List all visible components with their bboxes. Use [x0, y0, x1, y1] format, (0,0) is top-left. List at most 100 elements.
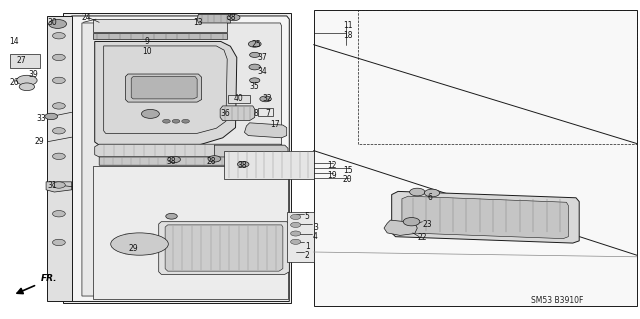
Text: 4: 4	[313, 232, 318, 241]
Polygon shape	[287, 212, 314, 262]
Polygon shape	[314, 10, 637, 306]
Text: 36: 36	[220, 109, 230, 118]
Text: 38: 38	[237, 161, 247, 170]
FancyBboxPatch shape	[10, 54, 40, 68]
Circle shape	[52, 182, 65, 188]
Text: 23: 23	[422, 220, 433, 229]
Circle shape	[52, 103, 65, 109]
Text: 11: 11	[343, 21, 352, 30]
Circle shape	[291, 231, 301, 236]
Polygon shape	[392, 191, 579, 243]
Circle shape	[237, 161, 249, 167]
Polygon shape	[244, 123, 287, 138]
Text: 29: 29	[128, 244, 138, 253]
Text: 14: 14	[9, 37, 19, 46]
Text: 10: 10	[142, 47, 152, 56]
Polygon shape	[63, 13, 291, 303]
Circle shape	[403, 218, 420, 226]
Text: 35: 35	[250, 82, 260, 91]
Circle shape	[52, 211, 65, 217]
Circle shape	[250, 78, 260, 83]
Text: 32: 32	[262, 94, 273, 103]
Circle shape	[250, 52, 260, 57]
Text: 34: 34	[257, 67, 268, 76]
Circle shape	[182, 119, 189, 123]
Polygon shape	[165, 225, 283, 271]
Text: 31: 31	[47, 181, 58, 189]
Circle shape	[248, 41, 261, 47]
Polygon shape	[47, 16, 72, 301]
Circle shape	[172, 119, 180, 123]
Text: 40: 40	[233, 94, 243, 103]
Text: FR.: FR.	[40, 274, 57, 283]
Text: 20: 20	[342, 175, 353, 184]
Polygon shape	[220, 106, 255, 121]
Circle shape	[168, 156, 180, 163]
Text: 29: 29	[35, 137, 45, 146]
Text: 24: 24	[81, 13, 92, 22]
Polygon shape	[384, 220, 417, 235]
Circle shape	[208, 156, 221, 162]
Polygon shape	[214, 145, 288, 160]
Polygon shape	[197, 14, 230, 23]
Text: 8: 8	[253, 109, 259, 118]
Text: 19: 19	[326, 171, 337, 180]
Text: 3: 3	[313, 223, 318, 232]
Text: 2: 2	[305, 251, 310, 260]
Ellipse shape	[111, 233, 168, 255]
Circle shape	[249, 64, 260, 70]
Circle shape	[52, 239, 65, 246]
Text: 5: 5	[305, 212, 310, 221]
Circle shape	[291, 222, 301, 227]
Circle shape	[52, 128, 65, 134]
Polygon shape	[95, 41, 237, 145]
Circle shape	[291, 239, 301, 244]
Text: 22: 22	[418, 233, 427, 242]
Polygon shape	[93, 19, 227, 32]
Circle shape	[141, 109, 159, 118]
Text: 6: 6	[428, 193, 433, 202]
Circle shape	[52, 33, 65, 39]
Circle shape	[260, 96, 271, 102]
Polygon shape	[93, 166, 288, 299]
Circle shape	[45, 113, 58, 120]
Circle shape	[166, 213, 177, 219]
Polygon shape	[93, 33, 227, 39]
FancyBboxPatch shape	[228, 95, 250, 103]
Circle shape	[52, 54, 65, 61]
Polygon shape	[125, 74, 202, 102]
Circle shape	[291, 214, 301, 219]
Text: 18: 18	[343, 31, 352, 40]
Polygon shape	[46, 182, 72, 192]
Text: 33: 33	[36, 114, 47, 122]
Circle shape	[227, 14, 240, 21]
Circle shape	[49, 19, 67, 28]
FancyBboxPatch shape	[258, 108, 273, 116]
Circle shape	[410, 188, 425, 196]
Text: 9: 9	[145, 37, 150, 46]
Polygon shape	[72, 16, 289, 301]
Text: 1: 1	[305, 242, 310, 251]
Polygon shape	[402, 196, 568, 239]
Text: 12: 12	[327, 161, 336, 170]
Circle shape	[52, 153, 65, 160]
Text: 27: 27	[16, 56, 26, 65]
Text: 28: 28	[207, 157, 216, 166]
Circle shape	[163, 119, 170, 123]
Text: 37: 37	[257, 53, 268, 62]
Polygon shape	[224, 151, 314, 179]
Polygon shape	[99, 157, 285, 165]
Circle shape	[17, 75, 37, 85]
Text: 39: 39	[28, 70, 38, 79]
Text: 13: 13	[193, 18, 204, 27]
Text: 30: 30	[47, 18, 58, 27]
Circle shape	[19, 83, 35, 91]
Circle shape	[424, 189, 440, 197]
Polygon shape	[95, 144, 285, 157]
Text: 7: 7	[265, 109, 270, 118]
Text: 17: 17	[270, 120, 280, 129]
Polygon shape	[131, 77, 197, 99]
Text: 38: 38	[227, 13, 237, 22]
Text: 38: 38	[166, 157, 177, 166]
Polygon shape	[159, 222, 289, 274]
